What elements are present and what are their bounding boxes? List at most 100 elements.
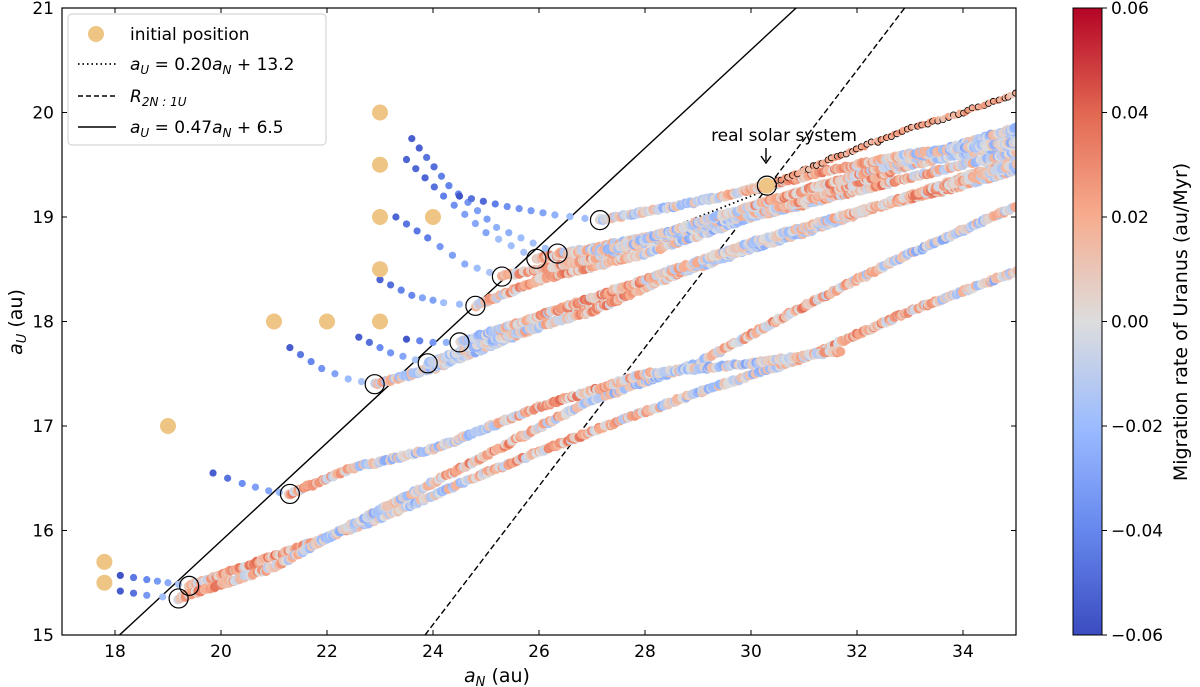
initial-position-marker bbox=[319, 313, 335, 330]
x-tick-label: 32 bbox=[846, 642, 868, 662]
legend-label-dotted: aU = 0.20aN + 13.2 bbox=[130, 55, 294, 77]
track-point-pre bbox=[143, 576, 151, 584]
track-point-pre bbox=[440, 299, 448, 307]
track-point-pre bbox=[413, 227, 421, 235]
track-point-pre bbox=[355, 333, 363, 341]
track-point-pre bbox=[296, 350, 305, 359]
track-point-pre bbox=[402, 335, 411, 343]
track-point-pre bbox=[505, 229, 513, 237]
track-point bbox=[1010, 122, 1016, 133]
track-point-pre bbox=[436, 243, 444, 251]
initial-position-marker bbox=[96, 553, 113, 570]
legend-label-initial: initial position bbox=[130, 25, 250, 45]
track-point-pre bbox=[129, 573, 138, 582]
x-tick-label: 26 bbox=[528, 642, 550, 662]
initial-position-marker bbox=[372, 156, 388, 173]
track-point-pre bbox=[143, 591, 151, 599]
track-point-pre bbox=[467, 195, 476, 203]
track-point-pre bbox=[493, 223, 501, 232]
track-point-pre bbox=[153, 577, 161, 585]
track-point-pre bbox=[551, 211, 559, 219]
x-axis-title: aN (au) bbox=[464, 665, 530, 687]
track-point-pre bbox=[450, 201, 458, 209]
track-point-pre bbox=[479, 197, 487, 205]
crossing-circle bbox=[465, 295, 486, 316]
track-point-pre bbox=[566, 213, 574, 221]
legend-label-dashed: R2N : 1U bbox=[130, 87, 187, 109]
track-point-pre bbox=[455, 192, 464, 200]
track-point-pre bbox=[402, 220, 411, 228]
track-point-pre bbox=[408, 135, 416, 143]
track-point-pre bbox=[429, 296, 437, 304]
track-point-pre bbox=[541, 244, 549, 252]
track-point-pre bbox=[423, 153, 431, 162]
x-tick-label: 28 bbox=[634, 642, 656, 662]
track-point-pre bbox=[515, 205, 523, 213]
track-point-pre bbox=[473, 264, 481, 272]
initial-position-marker bbox=[372, 104, 388, 121]
track-point bbox=[835, 346, 846, 357]
colorbar bbox=[1072, 7, 1103, 636]
track-point-pre bbox=[344, 375, 352, 383]
crossing-circle bbox=[168, 588, 189, 609]
track-point-pre bbox=[286, 344, 294, 352]
y-tick-label: 18 bbox=[32, 313, 54, 333]
initial-position-marker bbox=[425, 209, 441, 225]
colorbar-tick-label: 0.04 bbox=[1111, 104, 1149, 124]
track-point-pre bbox=[376, 344, 384, 352]
track-point bbox=[1014, 90, 1016, 97]
track-point-pre bbox=[471, 219, 479, 228]
x-tick-label: 20 bbox=[210, 642, 232, 662]
track-point-pre bbox=[224, 474, 232, 482]
x-tick-label: 30 bbox=[740, 642, 762, 662]
track-point bbox=[1010, 202, 1016, 212]
track-point-pre bbox=[238, 479, 246, 488]
initial-position-marker bbox=[758, 177, 775, 194]
y-tick-label: 17 bbox=[32, 417, 54, 437]
track-point-pre bbox=[442, 338, 450, 346]
track-point-pre bbox=[517, 234, 525, 242]
colorbar-tick-label: 0.00 bbox=[1111, 313, 1149, 333]
track-point bbox=[1011, 137, 1016, 147]
track-point-pre bbox=[251, 483, 260, 491]
track-point-pre bbox=[455, 300, 464, 308]
legend-label-solid: aU = 0.47aN + 6.5 bbox=[130, 118, 284, 140]
track-point-pre bbox=[448, 251, 457, 259]
track-point-pre bbox=[507, 242, 515, 250]
track-point-pre bbox=[402, 155, 411, 164]
track-point-pre bbox=[473, 207, 482, 215]
track-point-pre bbox=[209, 469, 217, 477]
track-point bbox=[1012, 266, 1016, 276]
track-point-pre bbox=[116, 571, 124, 580]
track-point-pre bbox=[376, 276, 384, 284]
track-point-pre bbox=[527, 207, 535, 215]
crossing-circle bbox=[417, 353, 438, 374]
track-point-pre bbox=[318, 364, 326, 373]
track-point-pre bbox=[485, 268, 494, 276]
track-point-pre bbox=[411, 356, 419, 364]
track-point-pre bbox=[159, 593, 167, 601]
track-point-pre bbox=[440, 192, 448, 200]
track-point-pre bbox=[445, 182, 453, 190]
track-point-pre bbox=[387, 281, 395, 289]
initial-position-marker bbox=[372, 261, 388, 278]
track-point-pre bbox=[421, 174, 429, 182]
x-tick-label: 22 bbox=[316, 642, 338, 662]
y-axis-title: aU (au) bbox=[5, 289, 30, 355]
track-point-pre bbox=[491, 200, 499, 208]
x-tick-label: 18 bbox=[104, 642, 126, 662]
legend-box bbox=[67, 13, 327, 146]
track-point-pre bbox=[429, 338, 437, 346]
track-point-pre bbox=[581, 214, 589, 222]
colorbar-ticks: −0.06 −0.04 −0.02 0.00 0.02 0.04 0.06 bbox=[1102, 0, 1163, 646]
track-point-pre bbox=[483, 215, 491, 223]
legend-marker-initial bbox=[88, 26, 104, 42]
colorbar-tick-label: −0.04 bbox=[1111, 522, 1163, 542]
track-point-pre bbox=[265, 487, 273, 495]
initial-position-marker bbox=[372, 209, 388, 225]
track-point-pre bbox=[503, 202, 511, 211]
y-tick-label: 16 bbox=[32, 522, 54, 542]
track-point bbox=[1011, 159, 1016, 169]
track-point-pre bbox=[418, 294, 426, 302]
